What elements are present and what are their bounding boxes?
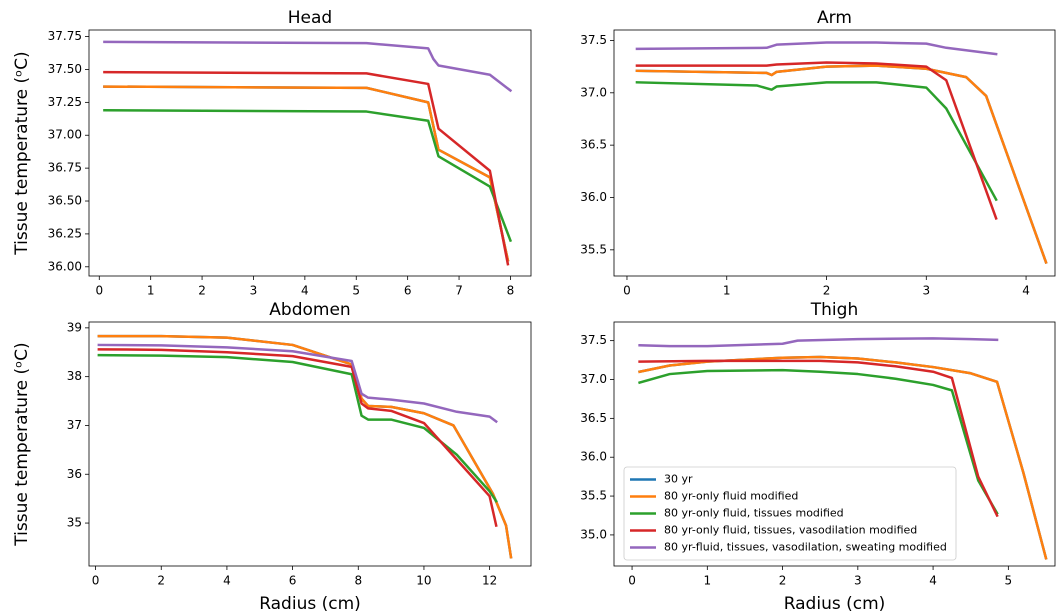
x-tick-label: 10 xyxy=(416,574,431,588)
x-tick-label: 8 xyxy=(354,574,362,588)
series-line xyxy=(97,334,513,559)
x-tick-label: 4 xyxy=(223,574,231,588)
y-tick-label: 35.5 xyxy=(580,242,607,256)
x-tick-label: 3 xyxy=(854,574,862,588)
x-tick-label: 7 xyxy=(455,284,463,298)
y-tick-label: 36.5 xyxy=(580,138,607,152)
y-tick-label: 35.0 xyxy=(580,527,607,541)
axes-frame xyxy=(88,29,532,277)
x-tick-label: 5 xyxy=(352,284,360,298)
y-tick-label: 37.25 xyxy=(48,95,82,109)
y-tick-label: 37.5 xyxy=(580,33,607,47)
series-line xyxy=(103,70,510,266)
y-tick-label: 36 xyxy=(67,467,82,481)
series-line xyxy=(638,368,999,515)
legend-label: 80 yr-only fluid modified xyxy=(664,490,798,503)
x-tick-label: 2 xyxy=(198,284,206,298)
subplot-title: Thigh xyxy=(810,300,858,320)
y-tick-label: 37.50 xyxy=(48,62,82,76)
series-line xyxy=(638,337,999,348)
series-line xyxy=(97,343,498,424)
series-line xyxy=(103,85,510,262)
subplot-title: Head xyxy=(288,8,332,28)
x-tick-label: 2 xyxy=(779,574,787,588)
series-line xyxy=(97,348,498,527)
series-line xyxy=(635,41,998,56)
x-tick-label: 4 xyxy=(301,284,309,298)
y-tick-label: 35.5 xyxy=(580,489,607,503)
x-axis-label: Radius (cm) xyxy=(784,594,886,614)
x-tick-label: 1 xyxy=(723,284,731,298)
series-line xyxy=(97,334,513,559)
y-tick-label: 37.00 xyxy=(48,128,82,142)
x-tick-label: 3 xyxy=(922,284,930,298)
x-tick-label: 8 xyxy=(507,284,515,298)
x-tick-label: 0 xyxy=(92,574,100,588)
y-tick-label: 37.75 xyxy=(48,29,82,43)
series-line xyxy=(103,85,510,262)
series-line xyxy=(635,81,998,202)
series-line xyxy=(103,108,513,243)
y-axis-label: Tissue temperature (ᵒC) xyxy=(12,342,32,546)
subplot-title: Arm xyxy=(817,8,852,28)
y-tick-label: 35 xyxy=(67,516,82,530)
legend-label: 30 yr xyxy=(664,473,693,486)
y-tick-label: 36.75 xyxy=(48,161,82,175)
x-tick-label: 2 xyxy=(823,284,831,298)
x-tick-label: 4 xyxy=(1022,284,1030,298)
legend-label: 80 yr-only fluid, tissues, vasodilation … xyxy=(664,524,917,537)
series-line xyxy=(103,40,513,93)
x-tick-label: 1 xyxy=(147,284,155,298)
x-tick-label: 5 xyxy=(1005,574,1013,588)
series-line xyxy=(638,355,1048,560)
y-tick-label: 39 xyxy=(67,320,82,334)
y-tick-label: 36.00 xyxy=(48,259,82,273)
series-line xyxy=(638,359,999,518)
x-tick-label: 6 xyxy=(289,574,297,588)
y-tick-label: 37.0 xyxy=(580,372,607,386)
y-tick-label: 37.0 xyxy=(580,85,607,99)
x-tick-label: 6 xyxy=(404,284,412,298)
subplot-title: Abdomen xyxy=(269,300,350,320)
x-tick-label: 0 xyxy=(628,574,636,588)
y-tick-label: 38 xyxy=(67,369,82,383)
x-axis-label: Radius (cm) xyxy=(259,594,361,614)
legend-label: 80 yr-only fluid, tissues modified xyxy=(664,507,844,520)
x-tick-label: 2 xyxy=(157,574,165,588)
y-tick-label: 36.5 xyxy=(580,411,607,425)
x-tick-label: 4 xyxy=(929,574,937,588)
axes-frame xyxy=(613,29,1056,277)
y-tick-label: 36.25 xyxy=(48,226,82,240)
x-tick-label: 0 xyxy=(95,284,103,298)
series-line xyxy=(635,64,1048,264)
axes-frame xyxy=(88,321,532,567)
series-line xyxy=(635,61,998,221)
y-tick-label: 37 xyxy=(67,418,82,432)
y-tick-label: 36.0 xyxy=(580,190,607,204)
x-tick-label: 12 xyxy=(482,574,497,588)
x-tick-label: 0 xyxy=(623,284,631,298)
axes-frame xyxy=(613,321,1056,567)
y-tick-label: 37.5 xyxy=(580,333,607,347)
y-tick-label: 36.0 xyxy=(580,450,607,464)
x-tick-label: 3 xyxy=(250,284,258,298)
x-tick-label: 1 xyxy=(703,574,711,588)
y-tick-label: 36.50 xyxy=(48,194,82,208)
legend-box xyxy=(623,466,957,561)
legend-label: 80 yr-fluid, tissues, vasodilation, swea… xyxy=(664,541,947,554)
y-axis-label: Tissue temperature (ᵒC) xyxy=(12,51,32,255)
series-line xyxy=(97,353,498,503)
